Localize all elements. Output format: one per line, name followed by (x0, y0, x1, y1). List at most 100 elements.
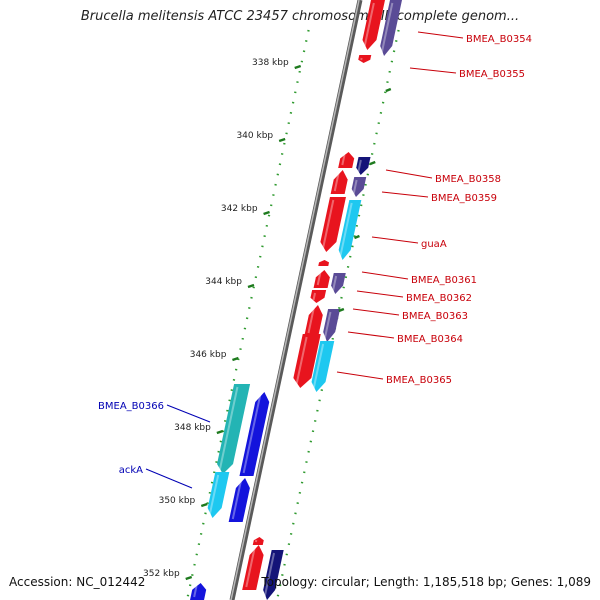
feature-bmea-b0359 (330, 170, 348, 194)
ruler-tick (200, 502, 208, 508)
gene-label: BMEA_B0364 (397, 334, 463, 345)
feature-bmea-b0363 (304, 305, 323, 336)
ruler-label: 348 kbp (174, 423, 211, 433)
gene-labels: BMEA_B0354 BMEA_B0355 BMEA_B0358 BMEA_B0359… (98, 31, 532, 489)
feature-bmea-b0366-b-shade (242, 394, 262, 474)
label-leader (166, 404, 211, 423)
feature-bmea-b0364-shade (295, 336, 308, 386)
feature-bmea-b0366-shade (218, 386, 239, 472)
feature-bmea-b0365-shade (312, 343, 325, 390)
minor-tick (353, 234, 360, 240)
ruler-label: 342 kbp (221, 204, 258, 214)
feature-track (190, 0, 402, 600)
feature-bmea-b0358-shade (341, 154, 346, 166)
ruler-tick (232, 356, 239, 362)
gene-label: BMEA_B0359 (431, 193, 497, 204)
gene-label: BMEA_B0363 (402, 311, 468, 322)
label-leader (361, 271, 409, 280)
feature-bmea-b0361 (313, 270, 330, 288)
ruler-tick (278, 137, 286, 143)
feature-acka-b-shade (231, 480, 242, 520)
label-leader (336, 371, 384, 380)
feature-lower-1-shade (245, 547, 256, 588)
ruler-label: 344 kbp (205, 277, 242, 287)
label-leader (347, 331, 395, 339)
feature-lower-2-shade (263, 552, 276, 598)
feature-small (318, 260, 330, 266)
feature-lower-3-shade (193, 585, 198, 598)
gene-label: guaA (421, 239, 447, 250)
feature-bmea-b0358 (338, 152, 355, 168)
feature-bmea-b0354-shade (363, 2, 375, 48)
accession-text: Accession: NC_012442 (9, 575, 146, 589)
feature-bmea-b0359-shade (333, 172, 340, 192)
feature-bmea-b0361-b (331, 273, 346, 294)
feature-bmea-b0364 (293, 334, 321, 388)
feature-guaa (320, 197, 346, 252)
label-leader (385, 169, 433, 179)
ruler-tick (185, 575, 193, 581)
feature-lower-1 (242, 545, 264, 590)
topology-text: Topology: circular; Length: 1,185,518 bp… (261, 575, 591, 589)
backbone-arc (229, 0, 363, 600)
label-leader (381, 191, 429, 198)
feature-bmea-b0354-b-shade (380, 2, 394, 54)
gene-label: BMEA_B0366 (98, 401, 164, 412)
gene-label: BMEA_B0354 (466, 34, 532, 45)
feature-bmea-b0358-b (356, 157, 371, 175)
feature-bmea-b0354-b (380, 0, 402, 56)
map-title: Brucella melitensis ATCC 23457 chromosom… (80, 9, 520, 24)
label-leader (371, 236, 419, 244)
feature-bmea-b0354 (362, 0, 385, 50)
feature-acka (207, 472, 230, 518)
ruler-label: 338 kbp (252, 58, 289, 68)
ruler-tick (247, 283, 255, 289)
feature-bmea-b0359-b (351, 177, 367, 197)
feature-bmea-b0363-b-shade (323, 311, 332, 340)
feature-guaa-b (338, 200, 362, 260)
label-leader (145, 468, 193, 489)
backbone-highlight (230, 0, 360, 600)
feature-bmea-b0362 (310, 290, 327, 303)
feature-bmea-b0365 (311, 341, 335, 392)
feature-bmea-b0363-shade (307, 307, 315, 334)
gene-label: BMEA_B0365 (386, 375, 452, 386)
feature-acka-b (228, 478, 250, 522)
feature-guaa-b-shade (339, 202, 353, 258)
feature-bmea-b0366 (217, 384, 251, 474)
feature-bmea-b0362-shade (312, 292, 316, 301)
feature-small-b (252, 537, 264, 545)
feature-lower-3 (190, 583, 207, 600)
ruler-label: 350 kbp (159, 496, 196, 506)
label-leader (352, 308, 400, 316)
ruler-tick (294, 64, 302, 70)
ruler-ticks: 338 kbp 340 kbp 342 kbp 344 kbp 346 kbp 348 k… (143, 58, 392, 581)
feature-bmea-b0361-b-shade (331, 275, 338, 292)
backbone-line (229, 0, 363, 600)
minor-tick (338, 307, 345, 313)
gene-label: BMEA_B0362 (406, 293, 472, 304)
feature-bmea-b0358-b-shade (357, 159, 362, 173)
feature-guaa-shade (321, 199, 335, 250)
ruler-label: 346 kbp (190, 350, 227, 360)
label-leader (417, 31, 464, 39)
gene-label: BMEA_B0355 (459, 69, 525, 80)
feature-bmea-b0359-b-shade (352, 179, 358, 195)
feature-lower-2 (263, 550, 284, 600)
feature-bmea-b0366-b (239, 392, 270, 476)
feature-acka-shade (208, 474, 220, 516)
minor-tick (369, 160, 376, 166)
label-leader (356, 290, 404, 298)
minor-tick (385, 87, 392, 93)
feature-bmea-b0363-b (323, 309, 341, 342)
ruler-tick (263, 210, 270, 216)
ruler-tick (216, 429, 224, 435)
feature-bmea-b0361-shade (316, 272, 322, 286)
ruler-label: 352 kbp (143, 569, 180, 579)
gene-label: ackA (119, 465, 143, 476)
label-leader (409, 67, 457, 74)
feature-bmea-b0355 (358, 55, 372, 63)
gene-label: BMEA_B0358 (435, 174, 501, 185)
ruler-label: 340 kbp (236, 131, 273, 141)
